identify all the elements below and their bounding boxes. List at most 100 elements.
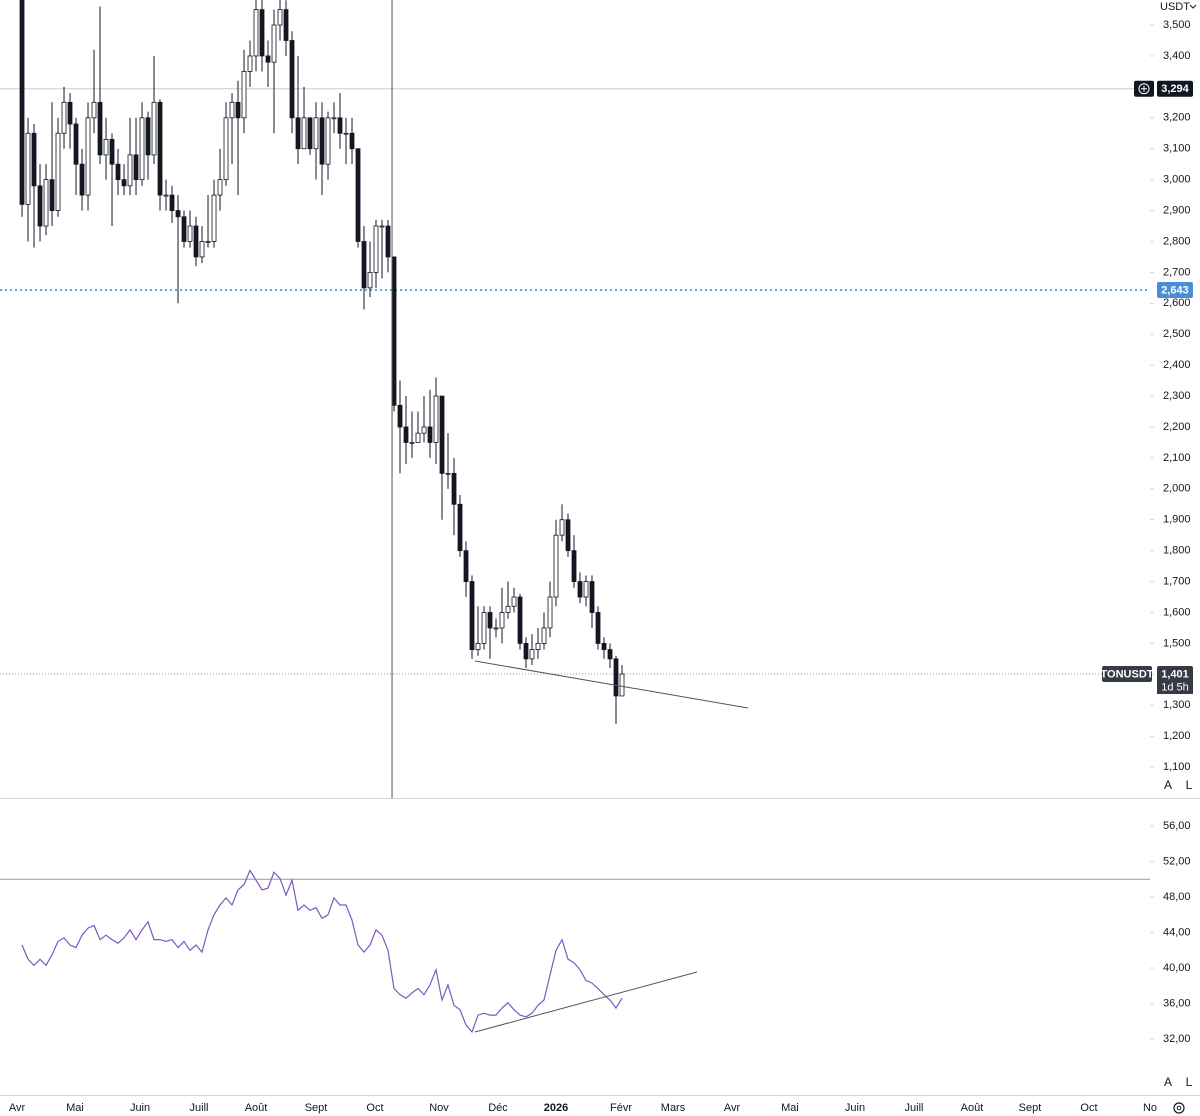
- candle-body: [55, 132, 61, 211]
- price-pane: [0, 0, 1150, 724]
- pane-button[interactable]: L: [1186, 778, 1193, 792]
- candle-body: [559, 519, 565, 536]
- candle-body: [277, 9, 283, 26]
- axes: 3,5003,4003,3003,2003,1003,0002,9002,800…: [9, 19, 1191, 1114]
- rsi-y-tick-label: 48,00: [1163, 891, 1191, 903]
- x-tick-label: Juin: [845, 1102, 865, 1114]
- candle-body: [211, 194, 217, 242]
- candle-body: [457, 503, 463, 552]
- x-tick-label: Avr: [724, 1102, 741, 1114]
- candle-body: [553, 534, 559, 598]
- x-tick-label: Août: [245, 1102, 268, 1114]
- rsi-y-tick-label: 56,00: [1163, 820, 1191, 832]
- candle-body: [565, 519, 571, 552]
- candle-body: [121, 179, 127, 187]
- candle-body: [127, 154, 133, 187]
- y-tick-label: 3,200: [1163, 112, 1191, 124]
- pane-button[interactable]: A: [1164, 778, 1172, 792]
- x-tick-label: Oct: [366, 1102, 383, 1114]
- x-tick-label: No: [1143, 1102, 1157, 1114]
- candle-body: [361, 241, 367, 289]
- rsi-y-tick-label: 52,00: [1163, 855, 1191, 867]
- candle-body: [319, 117, 325, 165]
- candle-body: [613, 658, 619, 697]
- rsi-y-tick-label: 36,00: [1163, 997, 1191, 1009]
- candle-body: [217, 179, 223, 196]
- candle-body: [37, 185, 43, 227]
- candle-body: [301, 117, 307, 150]
- candle-body: [115, 163, 121, 181]
- x-tick-label: Oct: [1080, 1102, 1097, 1114]
- y-tick-label: 1,800: [1163, 545, 1191, 557]
- symbol-label-bg: [1102, 666, 1152, 683]
- candle-body: [265, 55, 271, 63]
- candle-body: [79, 163, 85, 196]
- x-tick-label: Mai: [781, 1102, 799, 1114]
- candle-body: [487, 612, 493, 629]
- candle-body: [337, 117, 343, 134]
- last-price-label: 1,401: [1161, 668, 1189, 680]
- pane-button[interactable]: L: [1186, 1075, 1193, 1089]
- dropdown-icon[interactable]: [1189, 4, 1197, 9]
- rsi-y-tick-label: 40,00: [1163, 962, 1191, 974]
- x-tick-label: Mai: [66, 1102, 84, 1114]
- candle-body: [289, 40, 295, 119]
- candle-body: [397, 404, 403, 428]
- alert-label-bg: [1157, 282, 1193, 299]
- candle-body: [517, 596, 523, 644]
- candle-body: [205, 241, 211, 243]
- candle-body: [355, 148, 361, 242]
- countdown-bg: [1157, 680, 1193, 695]
- candle-body: [43, 179, 49, 227]
- x-tick-label: Août: [961, 1102, 984, 1114]
- candle-body: [373, 225, 379, 273]
- x-tick-label: Sept: [305, 1102, 328, 1114]
- y-tick-label: 1,100: [1163, 761, 1191, 773]
- y-tick-label: 1,600: [1163, 606, 1191, 618]
- candle-body: [415, 432, 421, 443]
- x-tick-label: Mars: [661, 1102, 686, 1114]
- candle-body: [91, 101, 97, 119]
- y-tick-label: 3,000: [1163, 174, 1191, 186]
- candle-body: [451, 472, 457, 505]
- y-tick-label: 1,500: [1163, 637, 1191, 649]
- candle-body: [583, 581, 589, 598]
- candle-body: [547, 596, 553, 629]
- rsi-trend-line: [474, 971, 698, 1033]
- settings-icon[interactable]: [1173, 1102, 1185, 1114]
- pane-button[interactable]: A: [1164, 1075, 1172, 1089]
- candle-body: [493, 627, 499, 630]
- candle-body: [49, 179, 55, 211]
- candle-body: [223, 117, 229, 181]
- candle-body: [85, 117, 91, 196]
- candle-body: [331, 117, 337, 120]
- candle-body: [19, 0, 25, 205]
- symbol-label: TONUSDT: [1101, 668, 1154, 680]
- currency-label[interactable]: USDT: [1160, 1, 1190, 13]
- candle-body: [181, 216, 187, 242]
- settings-icon-core: [1176, 1105, 1182, 1111]
- candle-body: [199, 241, 205, 258]
- rsi-y-tick-label: 32,00: [1163, 1033, 1191, 1045]
- y-tick-label: 2,300: [1163, 390, 1191, 402]
- candle-body: [229, 101, 235, 119]
- candle-body: [523, 643, 529, 660]
- x-tick-label: Déc: [488, 1102, 508, 1114]
- candle-body: [571, 550, 577, 582]
- x-tick-label: Avr: [9, 1102, 26, 1114]
- candle-body: [235, 101, 241, 119]
- x-tick-label: Juin: [130, 1102, 150, 1114]
- candle-body: [475, 643, 481, 650]
- candle-body: [67, 101, 73, 125]
- y-tick-label: 2,500: [1163, 328, 1191, 340]
- x-tick-label: Nov: [429, 1102, 449, 1114]
- candle-body: [241, 71, 247, 119]
- candle-body: [463, 550, 469, 582]
- rsi-line: [21, 869, 623, 1034]
- candle-body: [343, 132, 349, 135]
- candle-body: [259, 9, 265, 57]
- x-tick-label: 2026: [544, 1102, 568, 1114]
- candle-body: [271, 24, 277, 63]
- candle-body: [145, 117, 151, 156]
